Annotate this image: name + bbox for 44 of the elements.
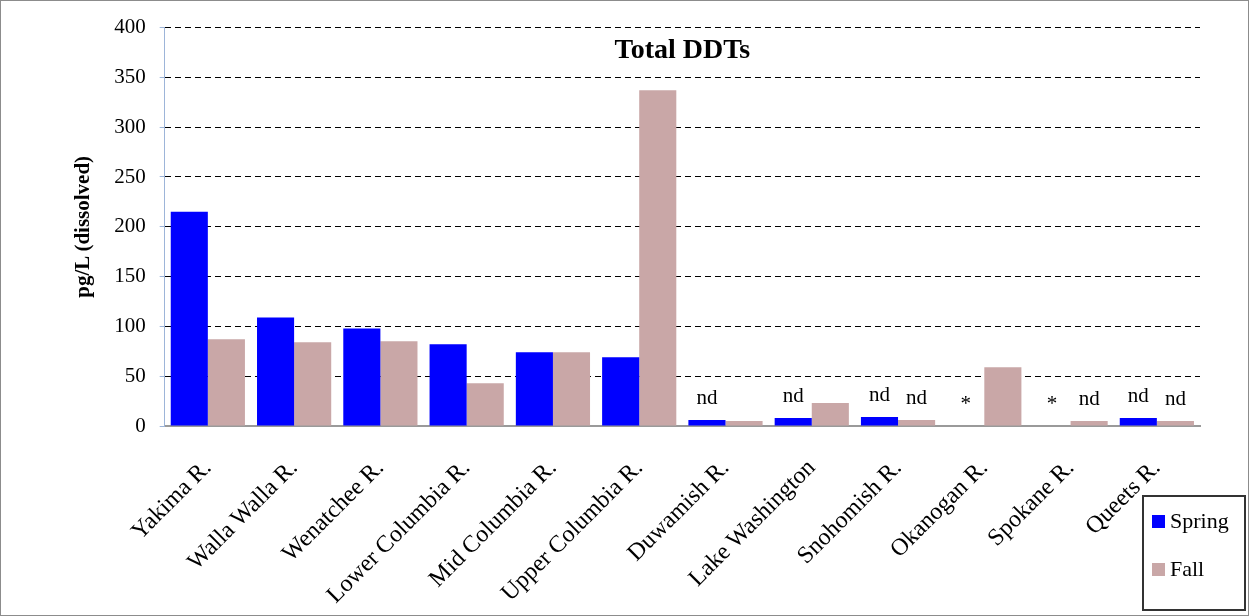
data-label: nd — [868, 382, 891, 407]
text: * — [1046, 391, 1058, 415]
bar — [725, 421, 763, 426]
bar — [257, 317, 295, 426]
bar — [552, 352, 591, 426]
data-label: nd — [782, 383, 805, 408]
data-label: nd — [696, 385, 718, 410]
data-label: nd — [906, 385, 928, 410]
bar — [207, 339, 245, 426]
bar — [860, 417, 899, 426]
bar — [639, 90, 677, 426]
data-label: nd — [1078, 386, 1101, 411]
legend-label: Fall — [1170, 556, 1205, 581]
bar — [898, 420, 936, 426]
bar — [602, 357, 640, 426]
bar — [380, 341, 418, 426]
y-tick-label: 300 — [114, 113, 146, 138]
bar — [774, 418, 812, 426]
bar — [811, 403, 849, 426]
bar — [1119, 418, 1157, 426]
bar — [688, 420, 726, 426]
bar — [294, 342, 332, 426]
y-tick-label: 0 — [135, 412, 146, 437]
bar — [1070, 421, 1108, 426]
y-tick-label: 150 — [114, 263, 146, 288]
chart-title: Total DDTs — [614, 32, 751, 64]
y-tick-label: 100 — [114, 312, 146, 337]
bar — [984, 367, 1022, 426]
text: * — [960, 391, 972, 415]
y-tick-label: 50 — [124, 362, 146, 387]
data-label: nd — [1127, 383, 1150, 408]
y-tick-label: 350 — [114, 63, 146, 88]
bar — [1156, 421, 1194, 426]
bar — [343, 328, 381, 426]
y-tick-label: 250 — [114, 163, 146, 188]
bar — [466, 383, 504, 426]
bar — [170, 211, 208, 426]
bar — [429, 344, 467, 426]
legend-label: Spring — [1170, 508, 1229, 533]
data-label: nd — [1164, 386, 1187, 411]
y-tick-label: 400 — [114, 14, 146, 39]
y-tick-label: 200 — [114, 213, 146, 238]
bar — [515, 352, 553, 426]
y-axis-title: pg/L (dissolved) — [70, 155, 95, 298]
